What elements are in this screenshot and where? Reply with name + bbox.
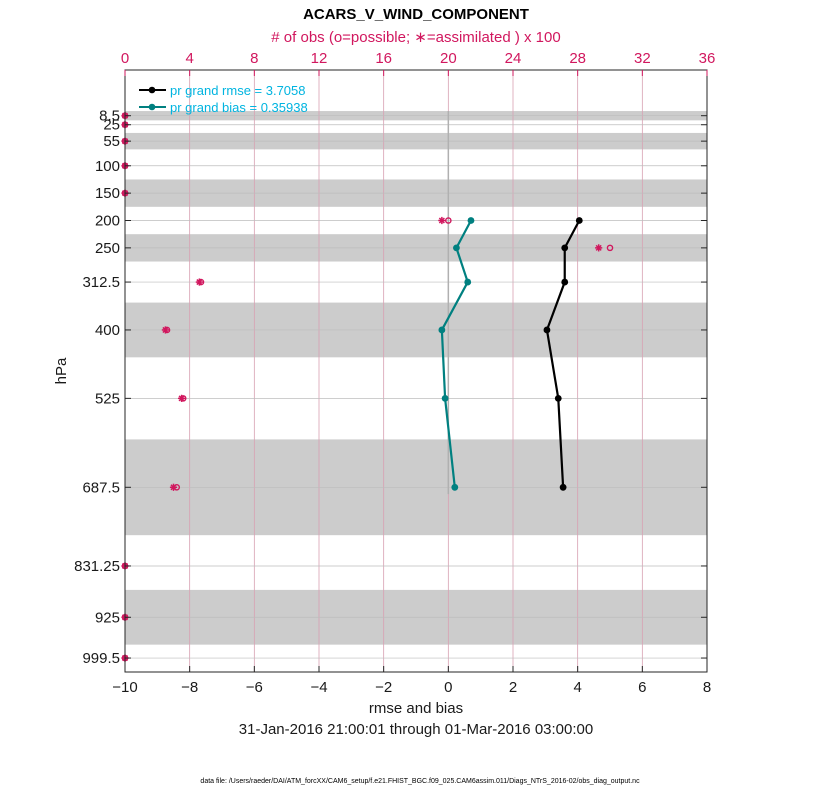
y-tick-label-3: 100 bbox=[95, 158, 120, 175]
x-tick-label-4: 4 bbox=[573, 679, 581, 696]
y-tick-label-6: 250 bbox=[95, 240, 120, 257]
asterisk-stroke bbox=[170, 484, 177, 491]
x-tick-label--6: −6 bbox=[246, 679, 263, 696]
x-axis-label: rmse and bias bbox=[369, 700, 463, 717]
obs-assimilated-marker-10 bbox=[169, 483, 178, 491]
series-0-point-5 bbox=[559, 483, 567, 491]
series-0-point-3 bbox=[543, 326, 551, 334]
legend-bias-marker bbox=[148, 103, 156, 111]
series-1-point-3 bbox=[438, 326, 446, 334]
x-tick-label--2: −2 bbox=[375, 679, 392, 696]
top-tick-label-12: 12 bbox=[311, 50, 328, 67]
series-line-1 bbox=[440, 219, 472, 488]
top-tick-label-0: 0 bbox=[121, 50, 129, 67]
obs-assimilated-marker-8 bbox=[161, 326, 170, 334]
x-tick-label-0: 0 bbox=[444, 679, 452, 696]
series-1-point-2 bbox=[464, 278, 472, 286]
legend-rmse-marker bbox=[148, 86, 156, 94]
series-0-point-1 bbox=[561, 244, 569, 252]
top-tick-label-24: 24 bbox=[505, 50, 522, 67]
series-1-point-0 bbox=[467, 217, 475, 224]
y-tick-label-7: 312.5 bbox=[82, 274, 120, 291]
obs-assimilated-marker-9 bbox=[177, 394, 186, 402]
x-tick-label--10: −10 bbox=[112, 679, 137, 696]
series-1-point-1 bbox=[453, 244, 460, 252]
bottom-axis: −10 −8 −6 −4 −2 0 2 4 6 8 bbox=[112, 666, 711, 696]
asterisk-stroke bbox=[438, 217, 445, 224]
plot-background bbox=[125, 70, 707, 672]
series-0-point-0 bbox=[575, 217, 583, 224]
top-tick-label-16: 16 bbox=[375, 50, 392, 67]
x-tick-label-6: 6 bbox=[638, 679, 646, 696]
series-1-point-4 bbox=[441, 394, 449, 402]
top-tick-label-32: 32 bbox=[634, 50, 651, 67]
top-axis: 0 4 8 12 16 20 24 28 32 36 bbox=[121, 50, 716, 76]
y-tick-label-0: 8.5 bbox=[99, 108, 120, 125]
top-tick-label-8: 8 bbox=[250, 50, 258, 67]
date-range-label: 31-Jan-2016 21:00:01 through 01-Mar-2016… bbox=[239, 721, 593, 738]
obs-assimilated-marker-6 bbox=[595, 244, 603, 252]
chart-title: ACARS_V_WIND_COMPONENT bbox=[303, 6, 529, 23]
series-layer bbox=[438, 217, 583, 491]
series-0-point-2 bbox=[561, 278, 569, 286]
y-tick-label-10: 687.5 bbox=[82, 479, 120, 496]
y-tick-label-5: 200 bbox=[95, 213, 120, 230]
grid-lines bbox=[125, 70, 707, 672]
top-axis-label: # of obs (o=possible; ∗=assimilated ) x … bbox=[271, 29, 560, 46]
obs-assimilated-marker-5 bbox=[438, 216, 446, 225]
y-tick-label-2: 55 bbox=[103, 133, 120, 150]
y-tick-label-11: 831.25 bbox=[74, 558, 120, 575]
top-tick-label-36: 36 bbox=[699, 50, 716, 67]
top-tick-label-20: 20 bbox=[440, 50, 457, 67]
x-tick-label--8: −8 bbox=[181, 679, 198, 696]
obs-assimilated-marker-7 bbox=[195, 278, 203, 286]
y-tick-label-9: 525 bbox=[95, 390, 120, 407]
x-tick-label-2: 2 bbox=[509, 679, 517, 696]
y-axis-label: hPa bbox=[53, 357, 70, 384]
asterisk-stroke bbox=[162, 326, 169, 334]
data-file-footnote: data file: /Users/raeder/DAI/ATM_forcXX/… bbox=[200, 778, 640, 785]
series-1-point-5 bbox=[451, 483, 459, 491]
y-tick-label-13: 999.5 bbox=[82, 650, 120, 667]
asterisk-stroke bbox=[595, 244, 602, 251]
obs-possible-marker-5 bbox=[445, 217, 452, 224]
x-tick-label--4: −4 bbox=[310, 679, 327, 696]
x-tick-label-8: 8 bbox=[703, 679, 711, 696]
asterisk-stroke bbox=[178, 395, 185, 402]
y-tick-label-1: 25 bbox=[103, 117, 120, 134]
y-tick-label-12: 925 bbox=[95, 609, 120, 626]
plot-frame bbox=[124, 69, 708, 673]
legend-rmse-label: pr grand rmse = 3.7058 bbox=[170, 83, 306, 98]
obs-possible-marker-6 bbox=[606, 244, 614, 252]
top-tick-label-28: 28 bbox=[569, 50, 586, 67]
series-line-0 bbox=[545, 219, 581, 488]
asterisk-stroke bbox=[196, 279, 203, 286]
y-tick-label-8: 400 bbox=[95, 322, 120, 339]
top-tick-label-4: 4 bbox=[185, 50, 193, 67]
legend-bias-label: pr grand bias = 0.35938 bbox=[170, 100, 308, 115]
series-0-point-4 bbox=[554, 394, 562, 402]
y-tick-label-4: 150 bbox=[95, 185, 120, 202]
legend: pr grand rmse = 3.7058 pr grand bias = 0… bbox=[139, 83, 308, 115]
